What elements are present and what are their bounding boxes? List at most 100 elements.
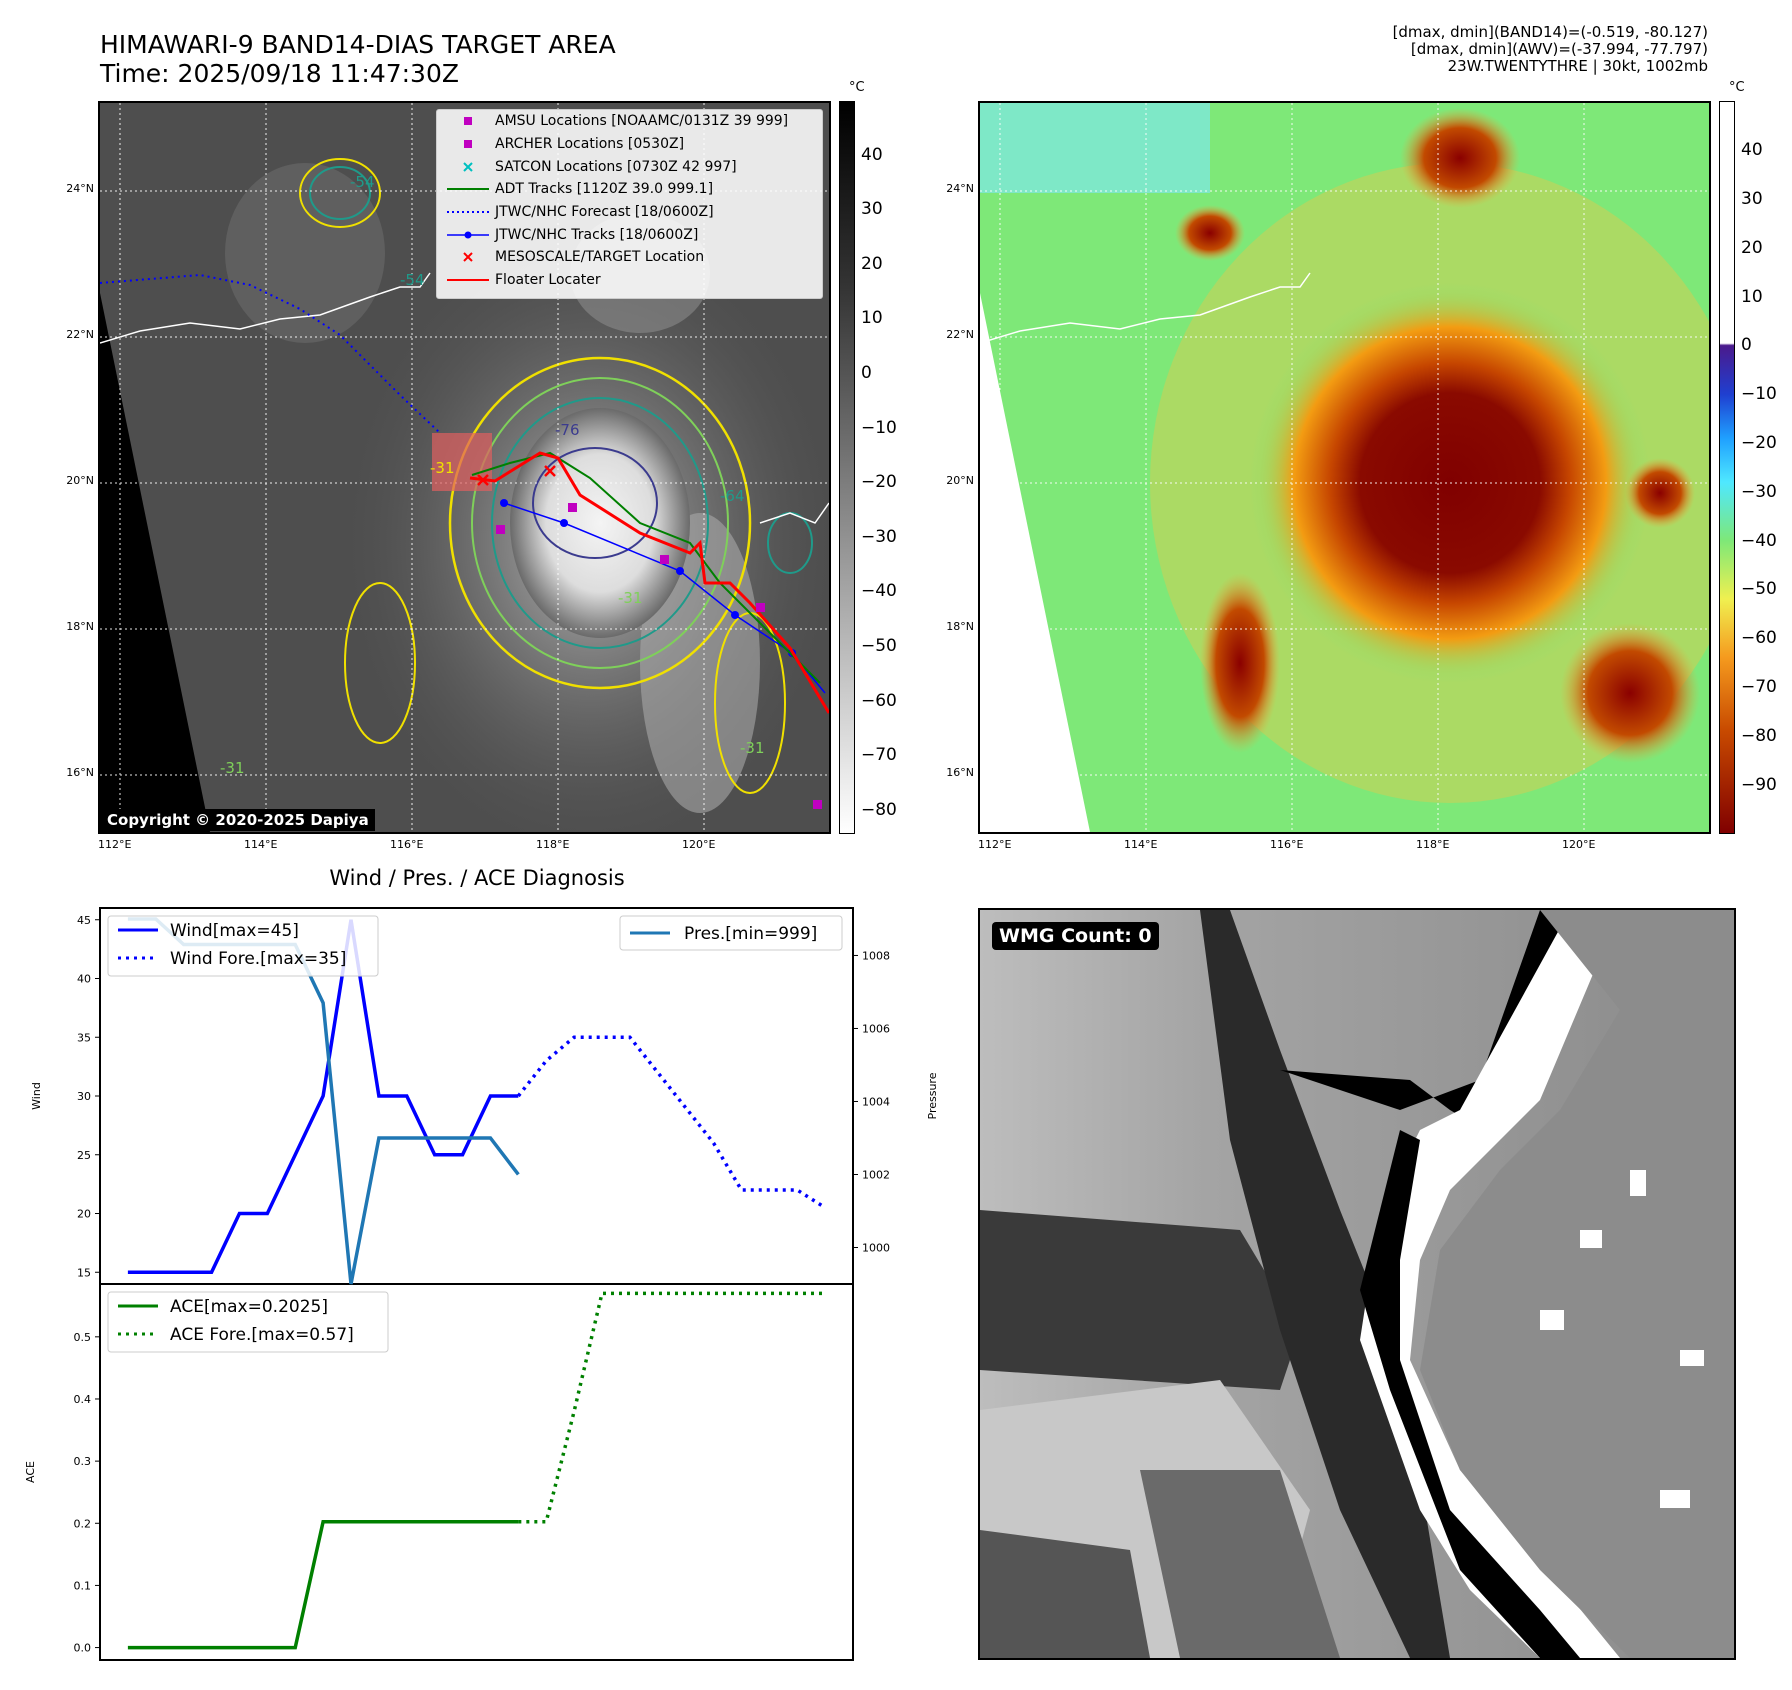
- ace-ticks: 0.0 0.1 0.2 0.3 0.4 0.5: [74, 1331, 100, 1655]
- ace-legend: ACE[max=0.2025] ACE Fore.[max=0.57]: [107, 1291, 389, 1353]
- legend-symbol: [447, 137, 489, 151]
- legend-item: Floater Locater: [437, 269, 822, 292]
- cbar-left: [839, 101, 855, 834]
- pressure-tick: 1002: [862, 1168, 890, 1181]
- info-line-1: [dmax, dmin](BAND14)=(-0.519, -80.127): [1392, 23, 1708, 41]
- cbar-tick: 20: [861, 253, 883, 274]
- wind-ylabel: Wind: [30, 1082, 43, 1110]
- cbar-tick: −20: [861, 472, 897, 493]
- wind-tick: 35: [77, 1031, 91, 1044]
- legend-item: JTWC/NHC Tracks [18/0600Z]: [437, 223, 822, 246]
- legend-item: ARCHER Locations [0530Z]: [437, 133, 822, 156]
- ace-series: [127, 1291, 826, 1650]
- legend-item: ADT Tracks [1120Z 39.0 999.1]: [437, 178, 822, 201]
- map-right-lat-ticks: 24°N 22°N 20°N 18°N 16°N: [930, 101, 974, 834]
- contour-label: -54: [400, 271, 425, 289]
- legend-item: JTWC/NHC Forecast [18/0600Z]: [437, 201, 822, 224]
- wind-tick: 30: [77, 1090, 91, 1103]
- lat-tick: 18°N: [946, 620, 974, 633]
- lon-tick: 118°E: [536, 838, 570, 851]
- legend-item: AMSU Locations [NOAAMC/0131Z 39 999]: [437, 110, 822, 133]
- legend-item: MESOSCALE/TARGET Location: [437, 246, 822, 269]
- cbar-tick: −70: [861, 745, 897, 766]
- lon-tick: 118°E: [1416, 838, 1450, 851]
- cbar-tick: −50: [1741, 579, 1777, 600]
- legend-label: JTWC/NHC Forecast [18/0600Z]: [495, 204, 714, 221]
- map-right-lon-ticks: 112°E 114°E 116°E 118°E 120°E: [978, 838, 1711, 858]
- contour-label: -76: [555, 421, 580, 439]
- lat-tick: 16°N: [946, 766, 974, 779]
- series-line: [516, 1035, 827, 1210]
- cbar-tick: −50: [861, 635, 897, 656]
- wind-ticks: 15 20 25 30 35 40 45: [77, 914, 100, 1279]
- cbar-tick: −60: [1741, 628, 1777, 649]
- cbar-tick: −10: [1741, 384, 1777, 405]
- lon-tick: 112°E: [978, 838, 1012, 851]
- legend-label: JTWC/NHC Tracks [18/0600Z]: [495, 226, 699, 243]
- cbar-tick: 20: [1741, 237, 1763, 258]
- lat-tick: 24°N: [946, 182, 974, 195]
- legend-symbol: [447, 228, 489, 242]
- lat-tick: 24°N: [66, 182, 94, 195]
- ace-tick: 0.1: [74, 1579, 92, 1592]
- wind-tick: 40: [77, 973, 91, 986]
- lat-tick: 16°N: [66, 766, 94, 779]
- legend-symbol: [447, 160, 489, 174]
- cbar-tick: −80: [861, 799, 897, 820]
- legend-symbol: [447, 250, 489, 264]
- legend-wind-fore: Wind Fore.[max=35]: [170, 949, 346, 969]
- figure-title: HIMAWARI-9 BAND14-DIAS TARGET AREA Time:…: [100, 30, 616, 88]
- pressure-tick: 1000: [862, 1241, 890, 1254]
- ace-tick: 0.3: [74, 1455, 92, 1468]
- legend-symbol: [447, 273, 489, 287]
- ace-axes: [99, 1283, 854, 1661]
- cbar-tick: 10: [1741, 286, 1763, 307]
- legend-symbol: [447, 182, 489, 196]
- wmg-count-badge: WMG Count: 0: [992, 922, 1159, 950]
- band14-map: -54 -54 -76 -31 -31 -64 -31 -31 AMSU Loc…: [98, 101, 831, 834]
- cbar-left-ticks: 40 30 20 10 0 −10 −20 −30 −40 −50 −60 −70 −80: [861, 101, 921, 834]
- cbar-tick: −80: [1741, 725, 1777, 746]
- lat-tick: 20°N: [66, 474, 94, 487]
- lon-tick: 120°E: [1562, 838, 1596, 851]
- cbar-tick: 10: [861, 308, 883, 329]
- ace-tick: 0.5: [74, 1331, 92, 1344]
- lat-tick: 18°N: [66, 620, 94, 633]
- pressure-tick: 1004: [862, 1095, 890, 1108]
- legend-label: SATCON Locations [0730Z 42 997]: [495, 158, 737, 175]
- series-line: [127, 919, 519, 1274]
- legend-symbol: [447, 205, 489, 219]
- wind-tick: 45: [77, 914, 91, 927]
- awv-map-image: [980, 103, 1709, 832]
- lat-tick: 20°N: [946, 474, 974, 487]
- cbar-tick: −40: [861, 581, 897, 602]
- legend-ace: ACE[max=0.2025]: [170, 1297, 328, 1317]
- wind-tick: 25: [77, 1149, 91, 1162]
- legend-label: Floater Locater: [495, 272, 601, 289]
- wind-legend: Wind[max=45] Wind Fore.[max=35]: [107, 915, 379, 977]
- title-line-1: HIMAWARI-9 BAND14-DIAS TARGET AREA: [100, 30, 616, 59]
- lat-tick: 22°N: [66, 328, 94, 341]
- cbar-tick: 40: [861, 144, 883, 165]
- series-line: [127, 1519, 519, 1650]
- cbar-right: [1719, 101, 1735, 834]
- contour-label: -31: [618, 589, 643, 607]
- lon-tick: 116°E: [1270, 838, 1304, 851]
- cbar-tick: −10: [861, 417, 897, 438]
- wind-tick: 20: [77, 1208, 91, 1221]
- ace-ylabel: ACE: [24, 1461, 37, 1483]
- legend-label: AMSU Locations [NOAAMC/0131Z 39 999]: [495, 113, 789, 130]
- legend-label: ARCHER Locations [0530Z]: [495, 136, 685, 153]
- cbar-right-unit: °C: [1729, 80, 1745, 95]
- lon-tick: 120°E: [682, 838, 716, 851]
- diag-title: Wind / Pres. / ACE Diagnosis: [329, 866, 625, 890]
- ace-tick: 0.4: [74, 1393, 92, 1406]
- copyright-label: Copyright © 2020-2025 Dapiya: [101, 809, 375, 831]
- cbar-left-unit: °C: [849, 80, 865, 95]
- cbar-tick: 30: [861, 199, 883, 220]
- legend-label: ADT Tracks [1120Z 39.0 999.1]: [495, 181, 714, 198]
- cbar-tick: −30: [861, 526, 897, 547]
- series-line: [518, 1291, 826, 1524]
- pressure-ylabel: Pressure: [926, 1072, 939, 1119]
